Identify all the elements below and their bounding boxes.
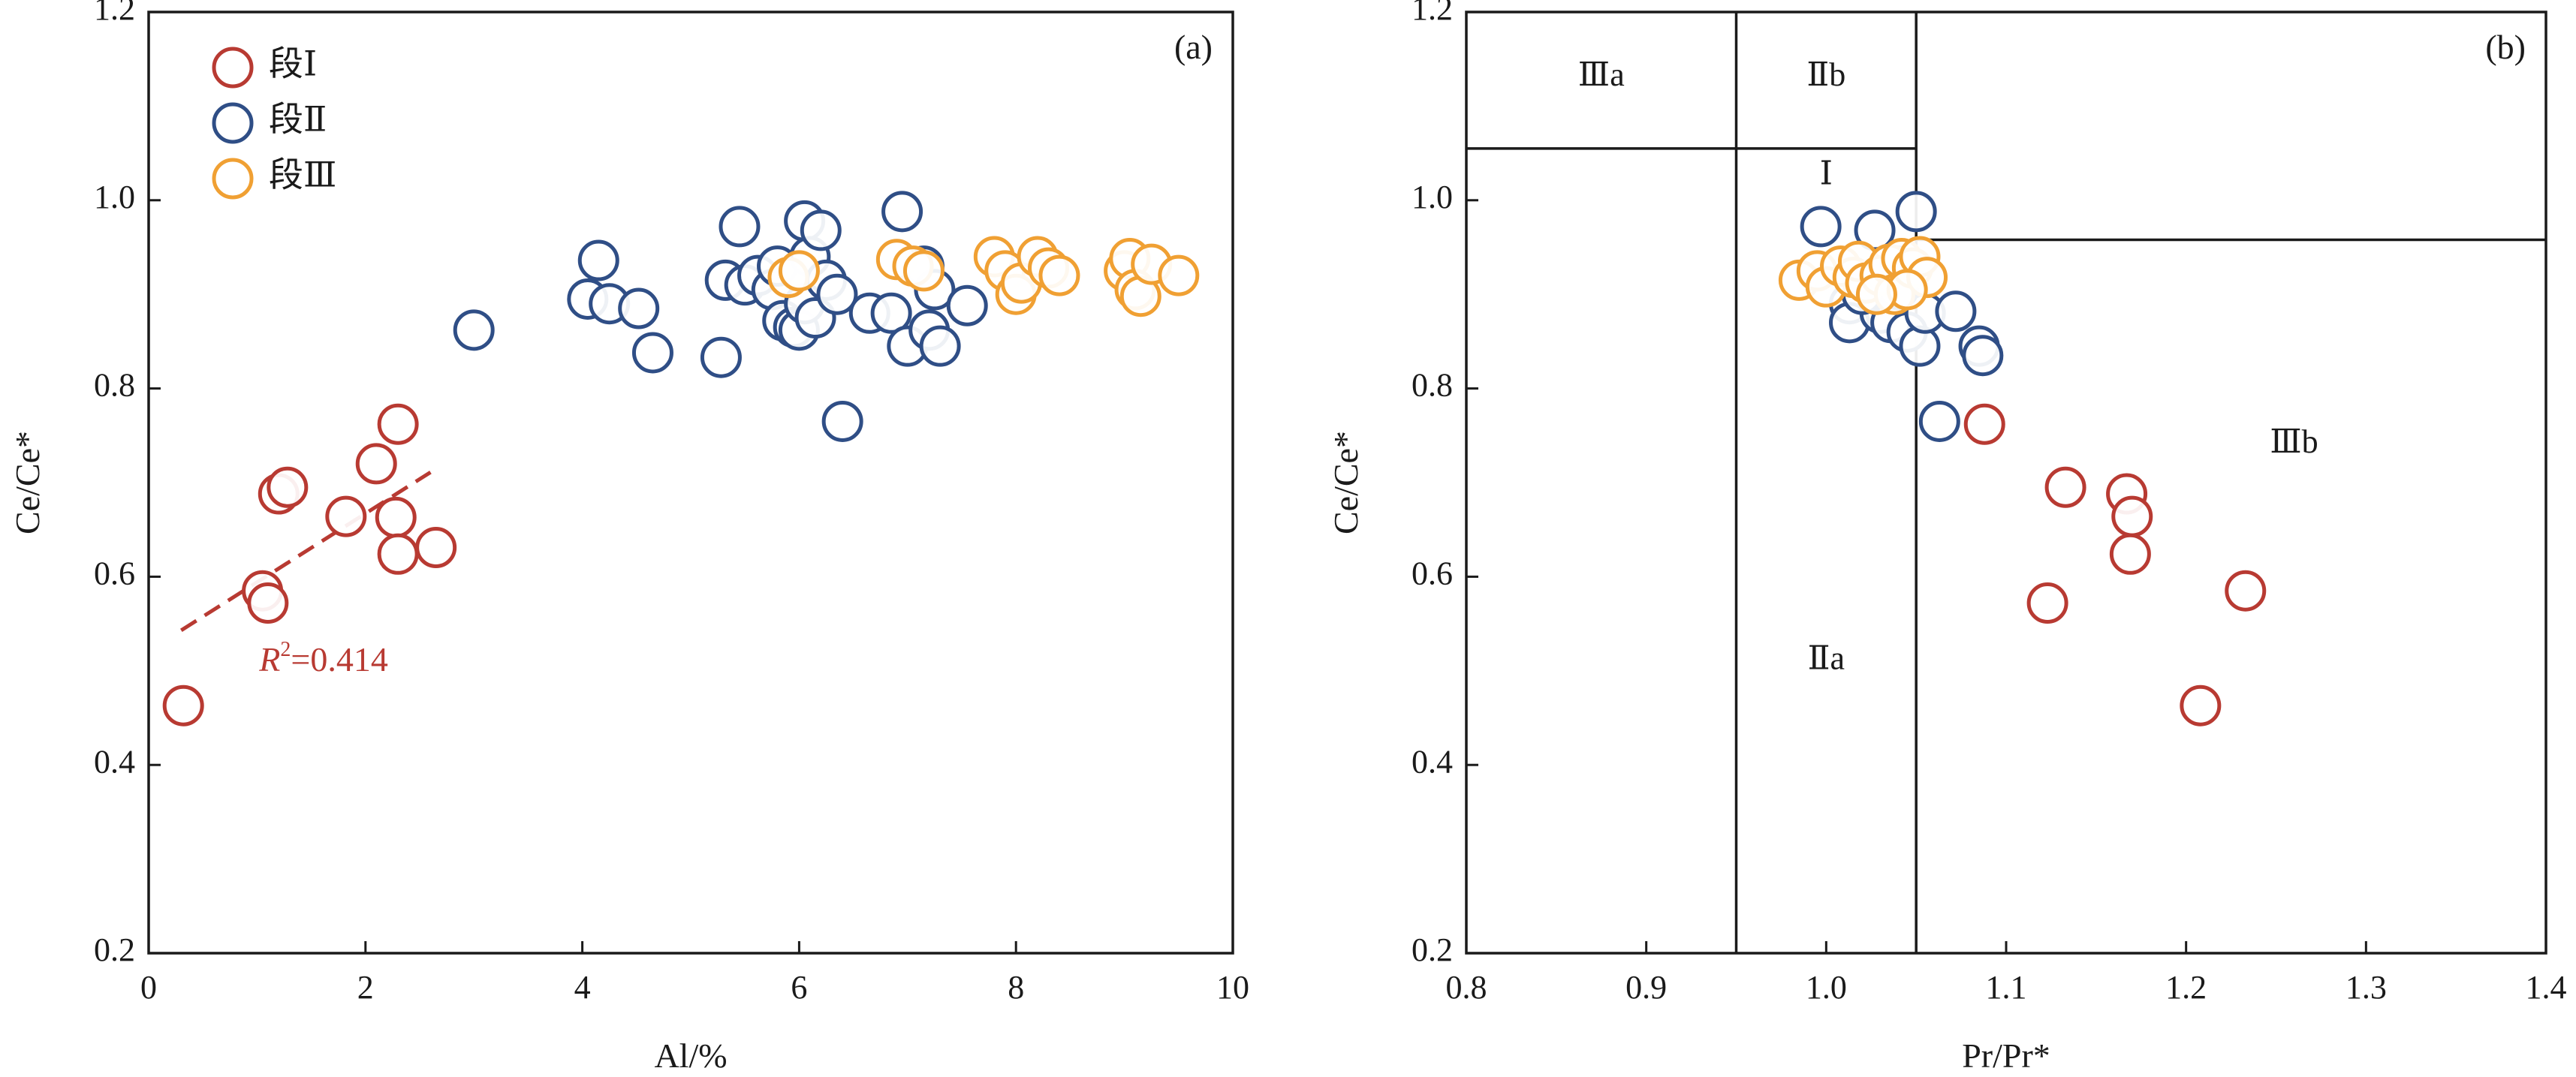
data-point [816,273,858,315]
data-point [1963,403,2005,445]
x-tick-label: 1.3 [2346,969,2387,1006]
data-point [377,403,419,445]
data-point [1895,191,1937,233]
y-tick-label: 1.0 [1412,179,1453,215]
series-2 [453,191,988,442]
panel-b: Ⅲa Ⅱb Ⅰ Ⅲb Ⅱa 0.8 0.9 1.0 1.1 1.2 1.3 1.4 0.2 0.4 0.6 0… [1327,0,2567,1075]
legend-label: 段Ⅲ [269,156,336,194]
y-axis-label: Ce/Ce* [1327,431,1365,534]
x-tick-label: 0.9 [1625,969,1667,1006]
plot-frame [147,11,1234,955]
y-axis-label: Ce/Ce* [8,431,47,534]
region-label: Ⅱa [1808,639,1845,676]
data-point [325,495,367,537]
legend-marker [212,47,254,89]
data-point [1158,254,1200,296]
data-point [1038,254,1080,296]
data-point [2111,495,2153,537]
series-2 [1800,191,2004,442]
legend: 段Ⅰ 段Ⅱ 段Ⅲ [212,45,336,200]
series-3 [1778,236,1948,315]
data-point [1918,400,1960,442]
x-axis-label: Pr/Pr* [1962,1036,2050,1075]
legend-marker [212,158,254,200]
data-point [1962,335,2004,377]
legend-label: 段Ⅰ [269,45,317,83]
y-tick-label: 0.2 [94,931,135,968]
r-superscript: 2 [280,638,291,661]
panel-a: 0 2 4 6 8 100.20.40.60.81.01.2Al/%Ce/Ce*(a)R2… [8,0,1249,1075]
data-point [631,332,673,374]
data-point [1855,273,1897,315]
x-tick-label: 0 [140,969,157,1006]
data-point [902,250,945,292]
data-point [2180,684,2222,727]
x-tick-label: 4 [574,969,591,1006]
plot-frame [1465,11,2547,955]
data-point [267,466,309,508]
data-point [415,527,457,569]
data-point [919,325,961,367]
data-point [2225,570,2267,612]
y-tick-label: 0.6 [1412,555,1453,591]
data-point [247,582,289,624]
panel-label: (a) [1174,28,1213,66]
data-point [577,239,619,281]
data-point [2026,582,2068,624]
data-point [778,250,820,292]
data-point [618,287,660,329]
y-tick-label: 1.0 [94,179,135,215]
trendline [179,471,432,632]
r-value: =0.414 [291,640,387,678]
data-point [453,309,495,351]
legend-marker [212,102,254,144]
data-point [700,336,742,378]
x-tick-label: 1.1 [1986,969,2027,1006]
y-tick-label: 0.2 [1412,931,1453,968]
data-point [2044,466,2086,508]
x-tick-label: 8 [1008,969,1024,1006]
y-tick-label: 1.2 [1412,0,1453,27]
r-symbol: R [258,640,280,678]
r-squared-annotation: R2=0.414 [258,638,388,678]
panel-label: (b) [2485,28,2526,66]
series-1 [162,403,457,727]
data-point [355,443,397,485]
y-tick-label: 1.2 [94,0,135,27]
x-tick-label: 1.4 [2526,969,2567,1006]
y-tick-label: 0.4 [94,743,135,780]
x-tick-label: 1.2 [2165,969,2207,1006]
data-point [2109,533,2151,575]
data-point [719,206,761,248]
series-3 [767,236,1200,317]
data-point [800,209,842,251]
data-point [1800,206,1842,248]
data-point [1935,290,1977,332]
data-point [162,684,204,727]
x-tick-label: 6 [791,969,807,1006]
region-label: Ⅱb [1806,56,1845,93]
series-1 [1963,403,2267,727]
legend-label: 段Ⅱ [269,101,327,139]
data-point [377,533,419,575]
x-tick-label: 10 [1216,969,1249,1006]
data-point [881,191,923,233]
y-tick-label: 0.6 [94,555,135,591]
y-tick-label: 0.8 [94,367,135,404]
y-tick-label: 0.8 [1412,367,1453,404]
data-point [946,284,988,326]
y-tick-label: 0.4 [1412,743,1453,780]
region-label: Ⅲa [1578,56,1625,93]
data-point [375,496,417,538]
region-label: Ⅰ [1820,155,1833,192]
x-tick-label: 0.8 [1446,969,1487,1006]
region-label: Ⅲb [2270,423,2318,460]
data-point [870,292,912,334]
data-point [821,400,863,442]
x-axis-label: Al/% [654,1036,727,1075]
x-tick-label: 1.0 [1806,969,1847,1006]
x-tick-label: 2 [357,969,374,1006]
